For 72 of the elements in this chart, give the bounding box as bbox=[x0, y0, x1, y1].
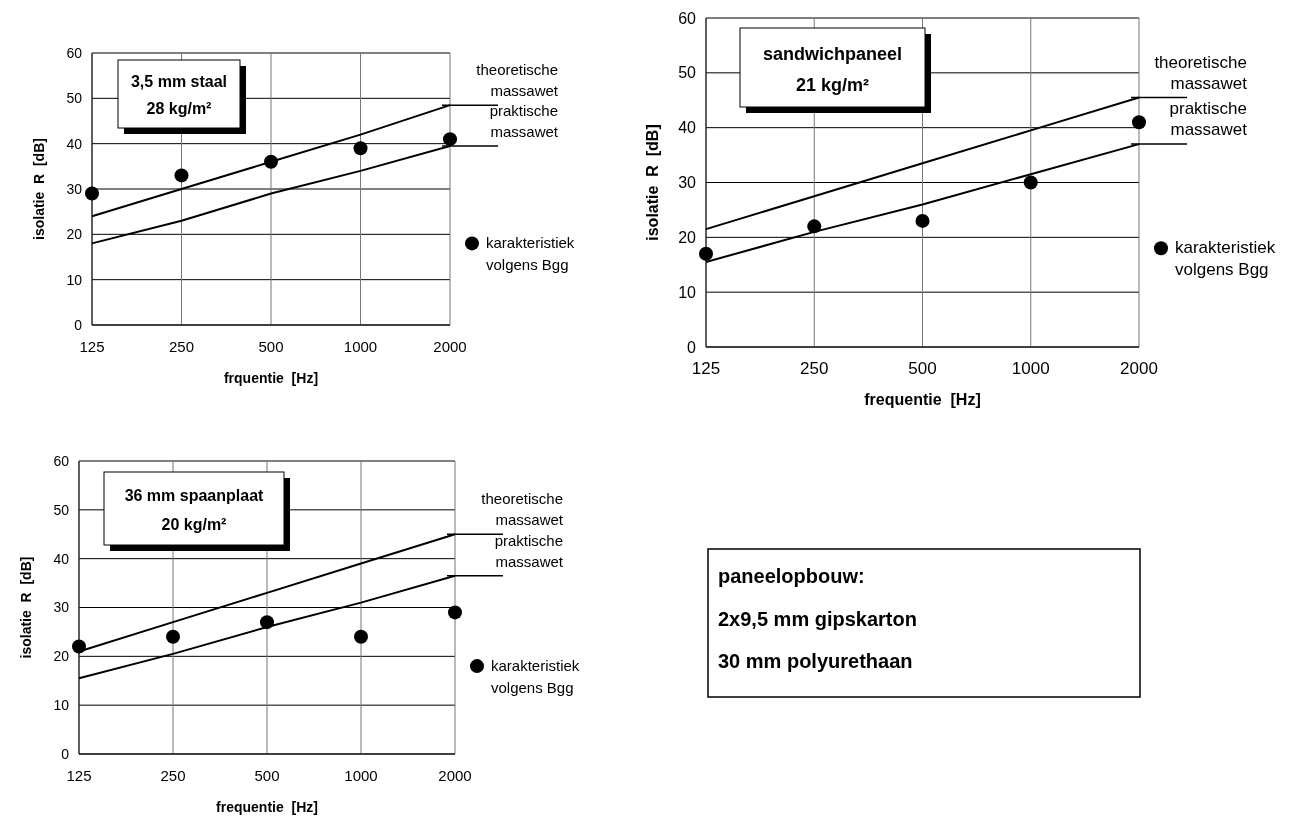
text: paneelopbouw: bbox=[718, 565, 865, 587]
x-tick-label: 1000 bbox=[343, 338, 378, 355]
y-tick-label: 50 bbox=[53, 501, 70, 518]
y-tick-label: 0 bbox=[74, 316, 83, 333]
x-tick-label: 250 bbox=[800, 359, 829, 378]
x-tick-label: 250 bbox=[160, 767, 186, 784]
series-label: praktische massawet bbox=[1169, 99, 1248, 140]
y-tick-label: 60 bbox=[53, 452, 70, 469]
text: 20 kg/m² bbox=[161, 516, 227, 534]
text: praktische massawet bbox=[489, 101, 559, 140]
point bbox=[915, 213, 930, 228]
x-tick-label: 500 bbox=[258, 338, 284, 355]
x-tick-label: 125 bbox=[79, 338, 105, 355]
y-tick-label: 20 bbox=[53, 648, 70, 665]
text: 36 mm spaanplaat bbox=[124, 487, 265, 505]
legend-label: karakteristiek volgens Bgg bbox=[1175, 238, 1276, 280]
text: 3,5 mm staal bbox=[130, 73, 228, 91]
point bbox=[807, 219, 822, 234]
point bbox=[353, 141, 368, 156]
point bbox=[166, 629, 180, 644]
point bbox=[354, 629, 368, 644]
x-tick-label: 1000 bbox=[1011, 359, 1050, 378]
y-tick-label: 20 bbox=[678, 228, 697, 246]
x-tick-label: 500 bbox=[908, 359, 937, 378]
x-axis-title: frequentie [Hz] bbox=[216, 799, 318, 815]
y-tick-label: 30 bbox=[53, 599, 70, 616]
point bbox=[443, 132, 457, 147]
legend-label: karakteristiek volgens Bgg bbox=[491, 657, 580, 697]
x-tick-label: 125 bbox=[66, 767, 92, 784]
y-tick-label: 20 bbox=[66, 226, 83, 243]
y-tick-label: 40 bbox=[66, 135, 83, 152]
point bbox=[1023, 175, 1038, 190]
y-tick-label: 50 bbox=[678, 64, 697, 82]
y-tick-label: 10 bbox=[678, 283, 697, 301]
x-tick-label: 2000 bbox=[1120, 359, 1158, 378]
legend-label: karakteristiek volgens Bgg bbox=[486, 234, 575, 274]
point bbox=[85, 186, 99, 201]
y-tick-label: 40 bbox=[53, 550, 70, 567]
y-tick-label: 30 bbox=[678, 174, 697, 192]
x-tick-label: 1000 bbox=[344, 767, 378, 784]
text: 28 kg/m² bbox=[146, 100, 212, 118]
y-tick-label: 30 bbox=[66, 180, 83, 197]
x-tick-label: 2000 bbox=[433, 338, 467, 355]
x-tick-label: 500 bbox=[254, 767, 280, 784]
y-tick-label: 10 bbox=[53, 697, 70, 714]
point bbox=[174, 168, 189, 183]
y-axis-title: isolatie R [dB] bbox=[31, 138, 47, 240]
y-axis-title: isolatie R [dB] bbox=[18, 556, 34, 659]
y-tick-label: 0 bbox=[61, 745, 70, 762]
point bbox=[264, 154, 278, 169]
y-tick-label: 60 bbox=[66, 44, 83, 61]
y-axis-title: isolatie R [dB] bbox=[644, 124, 661, 241]
text: 2x9,5 mm gipskarton bbox=[718, 608, 917, 630]
x-tick-label: 250 bbox=[168, 338, 195, 355]
text: praktische massawet bbox=[494, 531, 564, 570]
point bbox=[260, 615, 274, 630]
text: 21 kg/m² bbox=[795, 75, 870, 96]
y-tick-label: 50 bbox=[66, 90, 83, 107]
x-axis-title: frequentie [Hz] bbox=[864, 391, 981, 408]
text: 30 mm polyurethaan bbox=[718, 650, 913, 672]
x-tick-label: 2000 bbox=[438, 767, 472, 784]
x-axis-title: frquentie [Hz] bbox=[223, 370, 319, 386]
text: sandwichpaneel bbox=[762, 43, 903, 64]
y-tick-label: 0 bbox=[687, 338, 697, 356]
x-tick-label: 125 bbox=[691, 359, 721, 378]
y-tick-label: 40 bbox=[678, 119, 697, 137]
y-tick-label: 10 bbox=[66, 271, 83, 288]
point bbox=[1132, 115, 1146, 130]
y-tick-label: 60 bbox=[678, 9, 697, 27]
point bbox=[448, 605, 462, 620]
point bbox=[72, 639, 86, 654]
point bbox=[699, 246, 713, 261]
